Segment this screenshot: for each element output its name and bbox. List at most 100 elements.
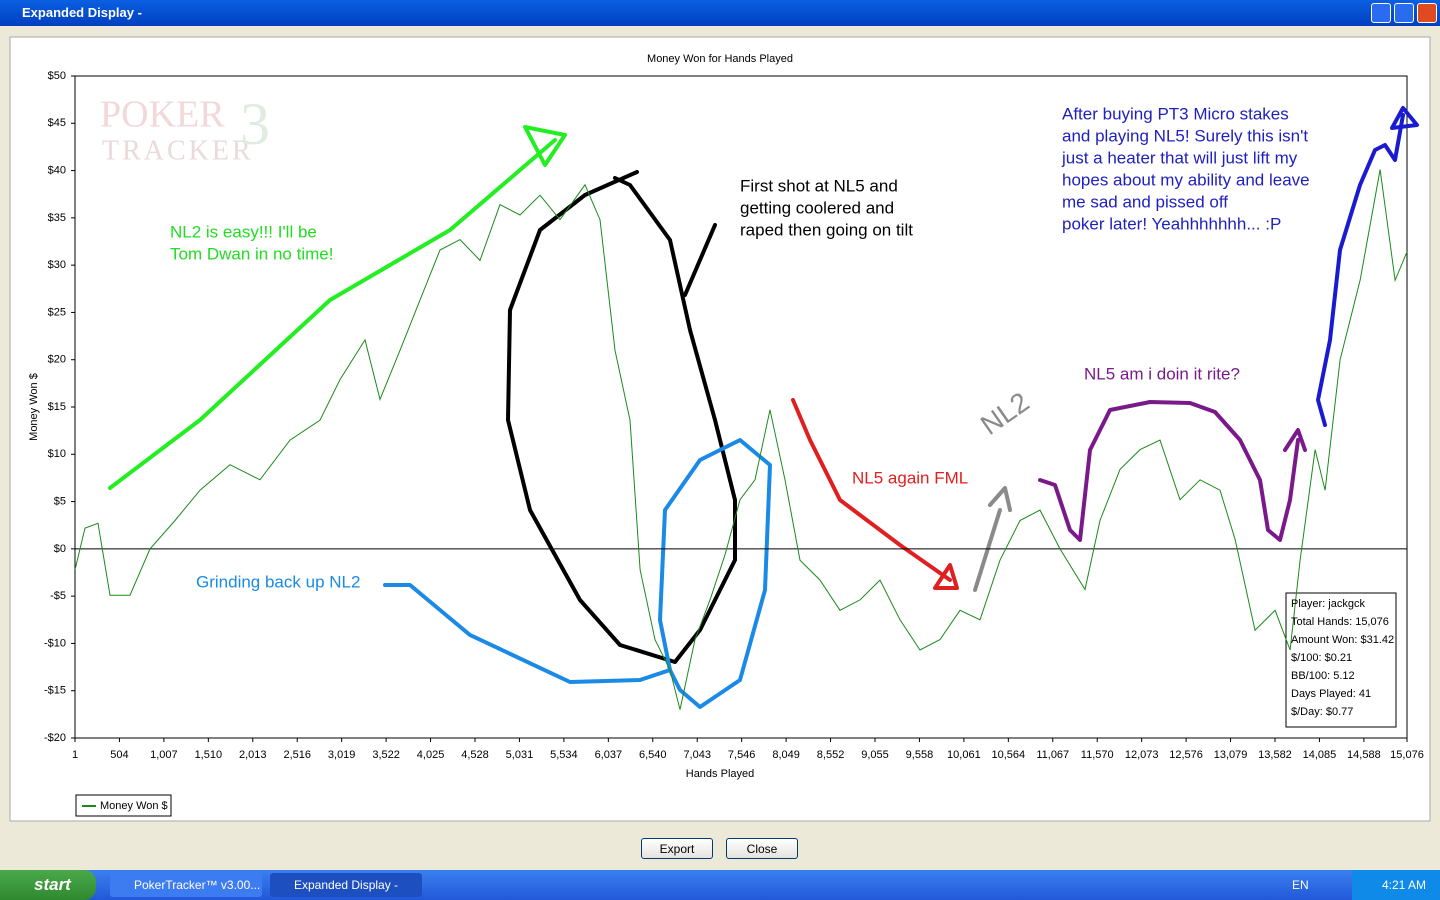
window-title: Expanded Display - [22,5,142,20]
y-tick-label: -$15 [44,685,66,697]
x-tick-label: 4,528 [461,749,489,761]
close-button[interactable]: Close [726,838,798,859]
task[interactable]: Expanded Display - [270,873,422,897]
x-tick-label: 504 [110,749,128,761]
x-tick-label: 5,031 [506,749,534,761]
legend-label: Money Won $ [100,800,168,812]
y-tick-label: $45 [48,117,66,129]
annotation: Grinding back up NL2 [196,572,360,591]
y-axis-label: Money Won $ [28,373,40,441]
annotation: raped then going on tilt [740,220,913,239]
info-line: BB/100: 5.12 [1291,670,1355,682]
y-tick-label: $15 [48,401,66,413]
y-tick-label: -$20 [44,732,66,744]
info-line: $/100: $0.21 [1291,652,1352,664]
x-tick-label: 10,061 [947,749,981,761]
y-tick-label: $10 [48,448,66,460]
info-line: Player: jackgck [1291,598,1365,610]
annotation: and playing NL5! Surely this isn't [1062,126,1308,145]
gray-arrow [973,486,1012,592]
x-axis-label: Hands Played [686,768,755,780]
x-tick-label: 2,516 [283,749,311,761]
annotation: hopes about my ability and leave [1062,170,1310,189]
annotation: NL5 am i doin it rite? [1084,364,1240,383]
y-tick-label: -$10 [44,637,66,649]
start-button[interactable]: start [0,870,96,900]
y-tick-label: $30 [48,259,66,271]
info-line: Days Played: 41 [1291,688,1371,700]
x-tick-label: 7,043 [683,749,711,761]
chart: Money Won for Hands Played Hands Played … [9,36,1431,822]
title-bar: Expanded Display - [0,0,1440,26]
annotation: just a heater that will just lift my [1061,148,1298,167]
chart-panel [9,36,1431,822]
y-tick-label: -$5 [50,590,66,602]
annotation: Tom Dwan in no time! [170,244,333,263]
x-tick-label: 12,576 [1169,749,1203,761]
x-tick-label: 13,079 [1214,749,1248,761]
annotation: poker later! Yeahhhhhhh... :P [1062,214,1281,233]
y-tick-label: $50 [48,70,66,82]
watermark: 3 [240,91,270,157]
x-tick-label: 8,552 [817,749,845,761]
annotation: First shot at NL5 and [740,176,898,195]
x-tick-label: 14,588 [1347,749,1381,761]
annotation: NL2 is easy!!! I'll be [170,222,317,241]
blue-arrow [1316,106,1419,427]
info-box [1285,592,1397,728]
x-tick-label: 11,570 [1081,749,1114,761]
x-tick-label: 3,522 [372,749,400,761]
x-tick-label: 1 [72,749,78,761]
taskbar: start PokerTracker™ v3.00... Expanded Di… [0,870,1440,900]
x-tick-label: 8,049 [772,749,800,761]
legend [75,794,172,817]
x-tick-label: 14,085 [1303,749,1337,761]
watermark: TRACKER [102,135,254,166]
x-tick-label: 2,013 [239,749,267,761]
info-line: $/Day: $0.77 [1291,706,1353,718]
annotation: After buying PT3 Micro stakes [1062,104,1289,123]
y-tick-label: $40 [48,164,66,176]
info-line: Amount Won: $31.42 [1291,634,1394,646]
y-tick-label: $25 [48,306,66,318]
y-tick-label: $35 [48,212,66,224]
x-tick-label: 15,076 [1390,749,1424,761]
red-arrow [791,398,959,590]
annotation: getting coolered and [740,198,894,217]
annotation: me sad and pissed off [1062,192,1228,211]
y-tick-label: $0 [54,543,66,555]
series-line [74,169,1408,710]
x-tick-label: 6,540 [639,749,667,761]
x-tick-label: 13,582 [1258,749,1292,761]
maximize[interactable] [1394,3,1414,23]
x-tick-label: 10,564 [991,749,1025,761]
green-arrow [108,125,567,490]
x-tick-label: 1,510 [195,749,223,761]
watermark: POKER [100,94,225,136]
tray: 4:21 AM [1352,870,1440,900]
minimize[interactable] [1371,3,1391,23]
info-line: Total Hands: 15,076 [1291,616,1389,628]
x-tick-label: 1,007 [150,749,178,761]
annotation: NL5 again FML [852,468,968,487]
blue-loop [383,438,772,709]
language[interactable]: EN [1292,878,1309,892]
x-tick-label: 6,037 [595,749,623,761]
x-tick-label: 3,019 [328,749,356,761]
x-tick-label: 7,546 [728,749,756,761]
scribbles [108,106,1419,709]
y-tick-label: $5 [54,495,66,507]
task[interactable]: PokerTracker™ v3.00... [110,873,262,897]
x-tick-label: 9,558 [906,749,934,761]
clock: 4:21 AM [1382,878,1427,892]
x-tick-label: 5,534 [550,749,578,761]
purple-arrow [1038,400,1307,542]
x-tick-label: 11,067 [1036,749,1069,761]
x-tick-label: 12,073 [1125,749,1159,761]
export-button[interactable]: Export [641,838,713,859]
y-tick-label: $20 [48,354,66,366]
black-loop [506,170,737,664]
x-tick-label: 9,055 [861,749,889,761]
close-window[interactable] [1417,3,1437,23]
